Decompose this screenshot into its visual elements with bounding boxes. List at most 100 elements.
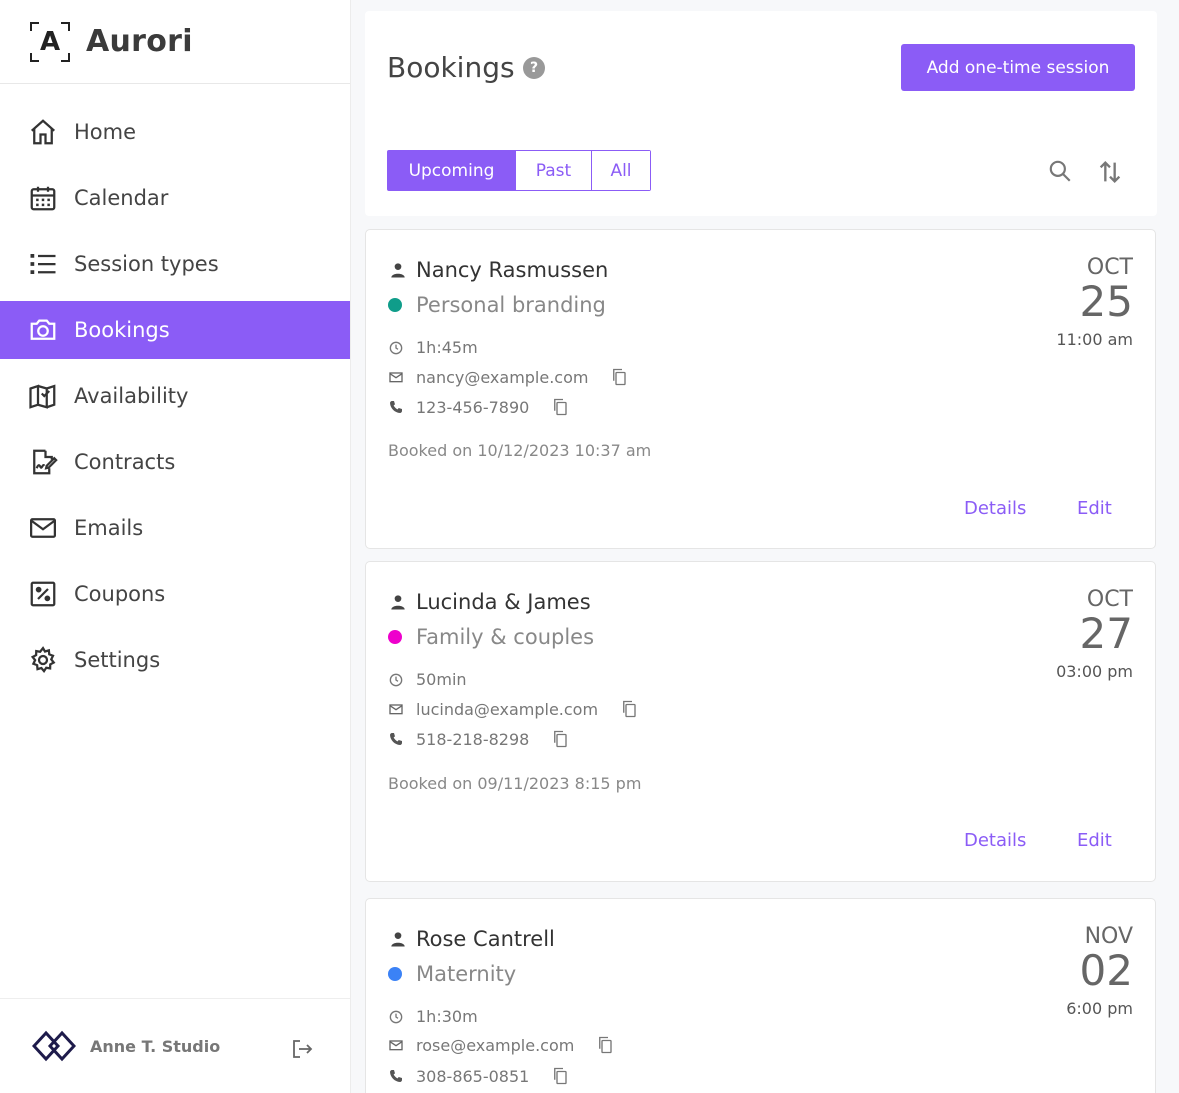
details-link[interactable]: Details bbox=[964, 830, 1027, 851]
session-type-label: Personal branding bbox=[416, 293, 606, 317]
date-month: NOV bbox=[1084, 924, 1133, 949]
duration: 50min bbox=[388, 670, 467, 689]
copy-icon[interactable] bbox=[551, 397, 569, 417]
phone-icon bbox=[390, 1070, 402, 1082]
sidebar-item-session-types[interactable]: Session types bbox=[0, 235, 350, 293]
brand-logo-letter: A bbox=[39, 26, 61, 57]
phone: 308-865-0851 bbox=[388, 1066, 569, 1086]
duration-text: 50min bbox=[416, 670, 467, 689]
session-type-dot bbox=[388, 967, 402, 981]
details-link[interactable]: Details bbox=[964, 498, 1027, 519]
sidebar-item-label: Contracts bbox=[74, 450, 176, 474]
page-title: Bookings bbox=[387, 51, 515, 84]
client-name-text: Lucinda & James bbox=[416, 590, 591, 614]
phone-icon bbox=[390, 401, 402, 413]
session-type-label: Maternity bbox=[416, 962, 517, 986]
sidebar-item-label: Coupons bbox=[74, 582, 166, 606]
copy-icon[interactable] bbox=[551, 1066, 569, 1086]
sidebar-item-coupons[interactable]: Coupons bbox=[0, 565, 350, 623]
mail-icon bbox=[30, 518, 56, 538]
copy-icon[interactable] bbox=[610, 367, 628, 387]
date-day: 27 bbox=[1079, 609, 1133, 658]
sidebar-item-label: Bookings bbox=[74, 318, 170, 342]
client-name: Lucinda & James bbox=[388, 590, 591, 614]
date-month: OCT bbox=[1086, 255, 1133, 280]
duration: 1h:30m bbox=[388, 1007, 478, 1026]
clock-icon bbox=[389, 673, 403, 686]
date-time: 03:00 pm bbox=[1056, 662, 1133, 681]
camera-icon bbox=[30, 319, 56, 340]
sort-icon[interactable] bbox=[1096, 158, 1124, 186]
date-month: OCT bbox=[1086, 587, 1133, 612]
session-type: Personal branding bbox=[388, 293, 606, 317]
brand-logo-icon: A bbox=[30, 21, 70, 62]
copy-icon[interactable] bbox=[620, 699, 638, 719]
phone-icon bbox=[390, 733, 402, 745]
sidebar-item-contracts[interactable]: Contracts bbox=[0, 433, 350, 491]
book-icon bbox=[29, 384, 56, 409]
booking-filter-tabs: Upcoming Past All bbox=[387, 150, 651, 191]
booking-card: Nancy Rasmussen Personal branding 1h:45m… bbox=[365, 229, 1156, 549]
date-day: 02 bbox=[1079, 946, 1133, 995]
phone: 123-456-7890 bbox=[388, 397, 569, 417]
person-icon bbox=[391, 932, 405, 947]
email-text: lucinda@example.com bbox=[416, 699, 599, 719]
client-name-text: Nancy Rasmussen bbox=[416, 258, 609, 282]
brand-name: Aurori bbox=[86, 24, 193, 59]
booking-card: Lucinda & James Family & couples 50min l… bbox=[365, 561, 1156, 882]
phone-text: 123-456-7890 bbox=[416, 397, 530, 417]
email-text: rose@example.com bbox=[416, 1035, 575, 1055]
booking-card: Rose Cantrell Maternity 1h:30m rose@exam… bbox=[365, 898, 1156, 1093]
sidebar-footer: Anne T. Studio bbox=[0, 998, 350, 1093]
brand[interactable]: A Aurori bbox=[0, 0, 350, 84]
contract-icon bbox=[33, 449, 58, 475]
booked-on: Booked on 10/12/2023 10:37 am bbox=[388, 441, 652, 460]
calendar-icon bbox=[30, 186, 56, 211]
mail-icon bbox=[389, 704, 403, 715]
sidebar-item-label: Home bbox=[74, 120, 137, 144]
logout-icon[interactable] bbox=[290, 1037, 314, 1061]
mail-icon bbox=[389, 372, 403, 383]
sidebar: A Aurori Home Calendar Session types Boo… bbox=[0, 0, 351, 1093]
copy-icon[interactable] bbox=[596, 1035, 614, 1055]
session-date: OCT 27 03:00 pm bbox=[1056, 587, 1133, 681]
session-date: OCT 25 11:00 am bbox=[1056, 255, 1133, 349]
sidebar-item-bookings[interactable]: Bookings bbox=[0, 301, 350, 359]
edit-link[interactable]: Edit bbox=[1077, 830, 1112, 851]
date-day: 25 bbox=[1079, 277, 1133, 326]
session-type: Family & couples bbox=[388, 625, 594, 649]
duration-text: 1h:30m bbox=[416, 1007, 478, 1026]
copy-icon[interactable] bbox=[551, 729, 569, 749]
add-one-time-session-button[interactable]: Add one-time session bbox=[901, 44, 1135, 91]
studio-logo-icon bbox=[32, 1030, 76, 1062]
sidebar-item-home[interactable]: Home bbox=[0, 103, 350, 161]
email-text: nancy@example.com bbox=[416, 367, 589, 387]
date-time: 11:00 am bbox=[1056, 330, 1133, 349]
duration: 1h:45m bbox=[388, 338, 478, 357]
sidebar-item-label: Emails bbox=[74, 516, 144, 540]
search-icon[interactable] bbox=[1047, 158, 1073, 184]
phone: 518-218-8298 bbox=[388, 729, 569, 749]
help-icon[interactable]: ? bbox=[523, 57, 545, 79]
person-icon bbox=[391, 263, 405, 278]
sidebar-item-settings[interactable]: Settings bbox=[0, 631, 350, 689]
person-icon bbox=[391, 595, 405, 610]
sidebar-nav: Home Calendar Session types Bookings Ava… bbox=[0, 103, 350, 689]
session-type-dot bbox=[388, 630, 402, 644]
phone-text: 308-865-0851 bbox=[416, 1066, 530, 1086]
home-icon bbox=[31, 119, 55, 145]
sidebar-item-label: Session types bbox=[74, 252, 219, 276]
sidebar-item-calendar[interactable]: Calendar bbox=[0, 169, 350, 227]
duration-text: 1h:45m bbox=[416, 338, 478, 357]
tab-all[interactable]: All bbox=[592, 151, 650, 190]
session-date: NOV 02 6:00 pm bbox=[1066, 924, 1133, 1018]
client-name: Nancy Rasmussen bbox=[388, 258, 608, 282]
tab-upcoming[interactable]: Upcoming bbox=[388, 151, 516, 190]
sidebar-item-emails[interactable]: Emails bbox=[0, 499, 350, 557]
sidebar-item-availability[interactable]: Availability bbox=[0, 367, 350, 425]
list-icon bbox=[30, 254, 56, 274]
edit-link[interactable]: Edit bbox=[1077, 498, 1112, 519]
coupon-icon bbox=[30, 581, 56, 607]
clock-icon bbox=[389, 1010, 403, 1023]
tab-past[interactable]: Past bbox=[516, 151, 592, 190]
